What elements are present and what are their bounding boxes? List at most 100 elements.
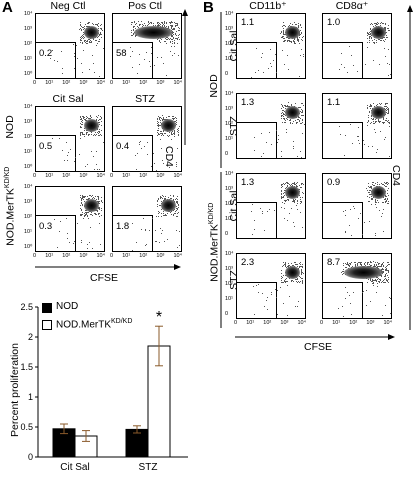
row-title-stz: STZ — [135, 93, 155, 105]
y-tick: 0 — [225, 151, 229, 157]
x-tick-labels: 0 10¹ 10² 10³ 10⁴ — [110, 80, 182, 86]
x-tick: 0 — [234, 320, 238, 326]
gate — [237, 281, 277, 318]
percent-label: 58 — [116, 48, 127, 59]
legend-label-mertk: NOD.MerTKKD/KD — [56, 318, 133, 331]
y-tick-labels: 10⁴ 10³ 10² 10¹ 10⁰ — [24, 184, 32, 250]
gate — [237, 121, 277, 158]
row-label-mertk-a: NOD.MerTKKD/KD — [3, 166, 17, 246]
y-tick: 10² — [225, 201, 233, 207]
flow-plot-b-r1-c1: 1.1 — [322, 93, 392, 159]
gate — [36, 214, 76, 251]
bar-chart: 0 0.5 1 1.5 2 2.5 Cit Sal STZ * — [20, 302, 188, 473]
x-tick: 10³ — [366, 320, 375, 326]
y-tick-label: 2.5 — [20, 302, 33, 312]
bar-nod-1 — [125, 428, 149, 458]
y-tick: 10⁰ — [24, 71, 33, 77]
flow-plot-a-r2-c0: 0.3 — [35, 186, 105, 252]
x-tick: 10² — [263, 320, 272, 326]
y-tick: 10³ — [225, 106, 233, 112]
population-blob — [160, 198, 176, 213]
col-title-cd8a: CD8α⁺ — [335, 0, 369, 12]
population-blob — [370, 105, 386, 120]
row-label-nod-a: NOD — [4, 115, 16, 139]
x-tick: 10³ — [156, 173, 165, 179]
row-title-cit-sal: Cit Sal — [52, 93, 84, 105]
percent-label: 1.0 — [327, 17, 341, 28]
x-tick: 10⁴ — [173, 173, 182, 179]
category-label: STZ — [139, 462, 158, 473]
percent-label: 2.3 — [241, 257, 255, 268]
x-axis-label-cfse-a: CFSE — [90, 272, 119, 284]
x-tick: 10¹ — [45, 253, 54, 259]
legend-label-nod: NOD — [56, 301, 79, 312]
percent-label: 1.3 — [241, 177, 255, 188]
percent-label: 1.8 — [116, 221, 130, 232]
y-tick: 10¹ — [225, 56, 233, 62]
bar-y-axis-label: Percent proliferation — [9, 343, 21, 437]
flow-plot-b-r2-c0: 1.3 — [236, 173, 306, 239]
legend-swatch-nod — [42, 303, 52, 313]
x-tick-labels: 0 10¹ 10² 10³ 10⁴ — [33, 173, 105, 179]
col-title-neg-ctl: Neg Ctl — [50, 0, 86, 12]
x-tick-labels: 0 10¹ 10² 10³ 10⁴ — [33, 80, 105, 86]
population-blob — [83, 198, 99, 213]
y-tick: 10² — [225, 41, 233, 47]
percent-label: 1.1 — [327, 97, 341, 108]
row-label-b-stz-1: STZ — [228, 116, 240, 136]
y-tick: 10¹ — [24, 229, 32, 235]
panel-b-letter: B — [203, 0, 214, 16]
x-tick: 10³ — [79, 253, 88, 259]
percent-label: 8.7 — [327, 257, 341, 268]
gate — [36, 134, 76, 171]
x-tick: 10² — [139, 253, 148, 259]
row-label-b-citsal-2: Cit Sal — [228, 190, 240, 222]
x-tick: 10³ — [79, 80, 88, 86]
y-tick: 10² — [225, 121, 233, 127]
y-tick: 0 — [225, 311, 229, 317]
flow-plot-b-r0-c1: 1.0 — [322, 13, 392, 79]
gate — [113, 214, 153, 251]
y-tick: 10⁴ — [225, 91, 234, 97]
y-tick-label: 0 — [28, 452, 33, 462]
y-tick-labels: 10⁴ 10³ 10² 10¹ 0 — [225, 171, 233, 237]
panel-a-letter: A — [2, 0, 13, 16]
x-tick: 10¹ — [122, 173, 131, 179]
x-tick: 10³ — [280, 320, 289, 326]
percent-label: 1.3 — [241, 97, 255, 108]
y-tick-labels: 10⁴ 10³ 10² 10¹ 10⁰ — [24, 104, 32, 170]
flow-plot-a-r1-c1: 0.4 — [112, 106, 182, 172]
y-tick: 10³ — [24, 26, 32, 32]
group-label-mertk-b: NOD.MerTKKD/KD — [207, 202, 221, 282]
flow-plot-b-r3-c1: 8.7 — [322, 253, 392, 319]
gate — [113, 134, 153, 171]
y-tick-labels: 10⁴ 10³ 10² 10¹ 10⁰ — [24, 11, 32, 77]
x-tick: 0 — [110, 173, 114, 179]
x-tick-labels: 0 10¹ 10² 10³ 10⁴ — [320, 320, 392, 326]
gate — [237, 41, 277, 78]
x-tick: 0 — [320, 320, 324, 326]
population-blob — [370, 25, 386, 40]
percent-label: 0.4 — [116, 141, 130, 152]
population-blob — [370, 185, 386, 200]
y-tick: 10¹ — [225, 216, 233, 222]
x-tick: 10² — [349, 320, 358, 326]
x-tick: 10⁴ — [297, 320, 306, 326]
x-tick: 10⁴ — [383, 320, 392, 326]
population-blob — [284, 185, 300, 200]
x-tick: 10² — [139, 80, 148, 86]
x-tick: 10⁴ — [96, 80, 105, 86]
col-title-pos-ctl: Pos Ctl — [128, 0, 162, 12]
gate — [113, 41, 153, 78]
population-blob — [160, 118, 176, 133]
y-tick: 10³ — [225, 186, 233, 192]
x-tick: 10³ — [156, 253, 165, 259]
x-tick: 10⁴ — [96, 253, 105, 259]
flow-plot-b-r3-c0: 2.3 — [236, 253, 306, 319]
y-tick: 10¹ — [225, 136, 233, 142]
y-tick: 10¹ — [225, 296, 233, 302]
x-tick: 0 — [33, 173, 37, 179]
y-tick: 10⁴ — [24, 11, 33, 17]
x-tick: 0 — [33, 80, 37, 86]
significance-asterisk: * — [156, 309, 162, 326]
